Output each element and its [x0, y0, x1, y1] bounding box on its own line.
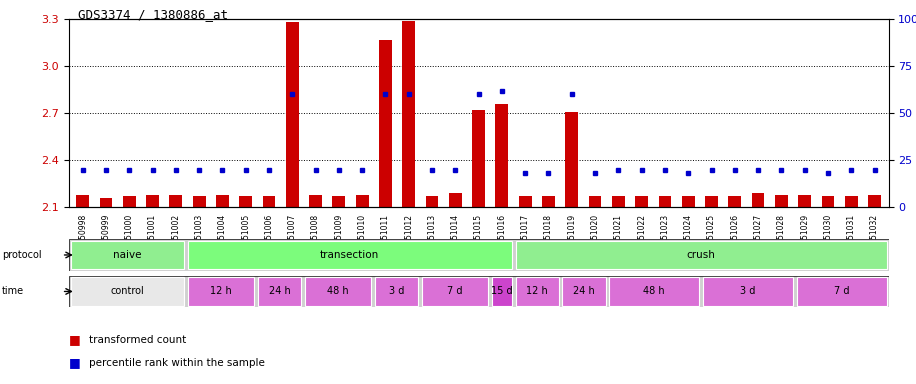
- Text: crush: crush: [687, 250, 715, 260]
- Text: 48 h: 48 h: [643, 286, 665, 296]
- Text: 15 d: 15 d: [491, 286, 513, 296]
- Text: 3 d: 3 d: [389, 286, 404, 296]
- Bar: [123, 196, 136, 207]
- Text: protocol: protocol: [2, 250, 41, 260]
- Text: 7 d: 7 d: [834, 286, 849, 296]
- Bar: [635, 196, 648, 207]
- Bar: [333, 196, 345, 207]
- Bar: [492, 277, 512, 306]
- Bar: [589, 196, 602, 207]
- Bar: [422, 277, 488, 306]
- Bar: [188, 277, 255, 306]
- Bar: [775, 195, 788, 207]
- Bar: [728, 196, 741, 207]
- Bar: [100, 198, 113, 207]
- Text: 3 d: 3 d: [740, 286, 756, 296]
- Bar: [542, 196, 555, 207]
- Bar: [703, 277, 793, 306]
- Bar: [822, 196, 834, 207]
- Bar: [305, 277, 371, 306]
- Bar: [216, 195, 229, 207]
- Bar: [379, 40, 392, 207]
- Bar: [188, 241, 512, 269]
- Bar: [310, 195, 322, 207]
- Bar: [71, 277, 184, 306]
- Text: control: control: [111, 286, 144, 296]
- Bar: [263, 196, 276, 207]
- Text: percentile rank within the sample: percentile rank within the sample: [89, 358, 265, 368]
- Bar: [562, 277, 605, 306]
- Bar: [516, 277, 559, 306]
- Bar: [426, 196, 439, 207]
- Bar: [496, 104, 508, 207]
- Text: 12 h: 12 h: [527, 286, 548, 296]
- Text: transformed count: transformed count: [89, 335, 186, 345]
- Bar: [286, 22, 299, 207]
- Bar: [76, 195, 89, 207]
- Text: time: time: [2, 286, 24, 296]
- Bar: [192, 196, 205, 207]
- Bar: [659, 196, 671, 207]
- Bar: [258, 277, 301, 306]
- Bar: [375, 277, 419, 306]
- Bar: [705, 196, 718, 207]
- Text: ■: ■: [69, 356, 81, 369]
- Bar: [609, 277, 699, 306]
- Bar: [797, 277, 887, 306]
- Bar: [798, 195, 811, 207]
- Bar: [449, 193, 462, 207]
- Text: 24 h: 24 h: [573, 286, 594, 296]
- Text: 24 h: 24 h: [268, 286, 290, 296]
- Text: 12 h: 12 h: [210, 286, 232, 296]
- Bar: [355, 195, 368, 207]
- Bar: [565, 112, 578, 207]
- Bar: [682, 196, 694, 207]
- Text: naive: naive: [113, 250, 141, 260]
- Bar: [868, 195, 881, 207]
- Bar: [147, 195, 159, 207]
- Bar: [516, 241, 887, 269]
- Text: GDS3374 / 1380886_at: GDS3374 / 1380886_at: [78, 8, 228, 22]
- Text: transection: transection: [321, 250, 379, 260]
- Bar: [71, 241, 184, 269]
- Bar: [169, 195, 182, 207]
- Bar: [518, 196, 531, 207]
- Text: 7 d: 7 d: [447, 286, 463, 296]
- Text: 48 h: 48 h: [327, 286, 349, 296]
- Bar: [473, 110, 485, 207]
- Bar: [402, 21, 415, 207]
- Bar: [752, 193, 765, 207]
- Bar: [612, 196, 625, 207]
- Bar: [239, 196, 252, 207]
- Bar: [845, 196, 857, 207]
- Text: ■: ■: [69, 333, 81, 346]
